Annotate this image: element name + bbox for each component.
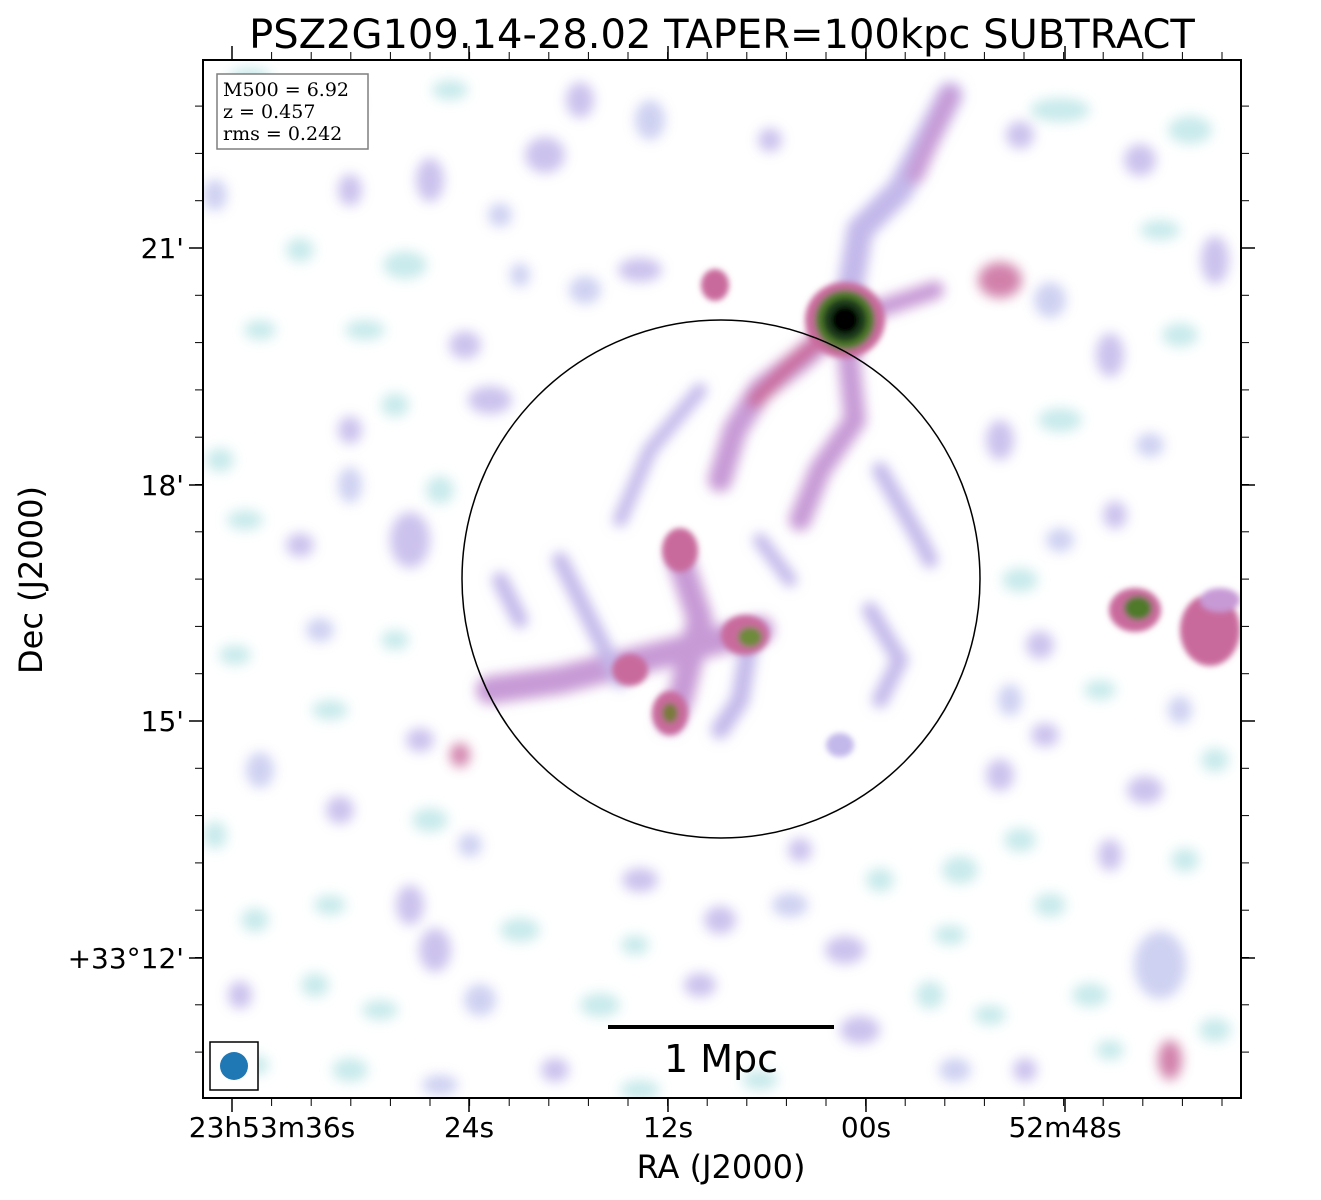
x-tick-label: 24s: [444, 1111, 494, 1144]
y-axis-label: Dec (J2000): [12, 486, 50, 674]
y-tick-label: 18': [141, 469, 184, 502]
y-tick-label: 15': [141, 705, 184, 738]
cluster-emission: [476, 82, 963, 739]
minor-tick-marks: [195, 52, 1249, 1106]
y-tick-label: 21': [141, 232, 184, 265]
info-box: [216, 73, 369, 150]
r500-circle: [461, 319, 981, 839]
y-tick-label: +33°12': [68, 942, 184, 975]
x-tick-label: 00s: [841, 1111, 891, 1144]
radio-emission-image: 1 Mpc M500 = 6.92 z = 0.457 rms = 0.242: [203, 60, 1241, 1098]
beam-ellipse: [220, 1052, 248, 1080]
noise-emission: [203, 68, 1231, 1098]
info-line-redshift: z = 0.457: [223, 101, 315, 123]
x-axis-label: RA (J2000): [637, 1148, 806, 1186]
plot-title: PSZ2G109.14-28.02 TAPER=100kpc SUBTRACT: [249, 12, 1195, 58]
x-tick-label: 52m48s: [1008, 1111, 1121, 1144]
bright-sources: [612, 269, 1240, 757]
info-line-rms: rms = 0.242: [223, 123, 342, 145]
scalebar-label: 1 Mpc: [664, 1037, 778, 1081]
x-tick-label: 12s: [643, 1111, 693, 1144]
x-tick-label: 23h53m36s: [189, 1111, 356, 1144]
info-line-m500: M500 = 6.92: [223, 79, 349, 101]
